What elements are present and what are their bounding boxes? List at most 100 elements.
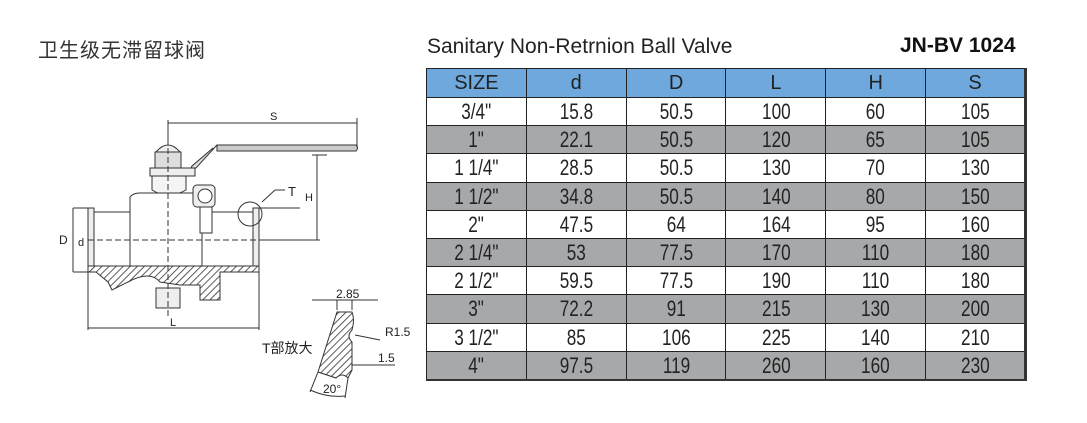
cell-value: 1" (468, 127, 485, 153)
table-cell: 160 (925, 209, 1026, 239)
dim-label-L: L (170, 317, 176, 329)
table-cell: 77.5 (625, 266, 727, 296)
table-cell: 260 (725, 350, 827, 381)
cell-value: 110 (862, 268, 890, 294)
table-cell: 230 (925, 350, 1026, 381)
table-cell: 15.8 (525, 96, 627, 127)
table-cell: 130 (825, 294, 927, 324)
table-cell: 91 (625, 294, 727, 324)
table-cell: 105 (925, 96, 1026, 127)
cell-value: 160 (861, 352, 891, 378)
cell-value: 105 (960, 99, 990, 125)
table-cell: 105 (925, 125, 1026, 155)
table-header-row: SIZE d D L H S (426, 68, 1026, 98)
cell-value: 1 1/2" (454, 183, 499, 209)
table-cell: 180 (925, 237, 1026, 268)
cell-value: 22.1 (559, 127, 593, 153)
cell-value: 130 (761, 155, 791, 181)
detail-depth: 1.5 (378, 351, 395, 365)
table-row: 3" 72.2 91 215 130 200 (426, 294, 1026, 324)
table-cell: 2 1/4" (426, 237, 527, 268)
table-row: 1" 22.1 50.5 120 65 105 (426, 125, 1026, 155)
table-cell: 130 (925, 153, 1026, 183)
cell-value: 28.5 (559, 155, 593, 181)
table-row: 2 1/4" 53 77.5 170 110 180 (426, 237, 1026, 268)
table-cell: 4" (426, 350, 527, 381)
table-row: 1 1/4" 28.5 50.5 130 70 130 (426, 153, 1026, 183)
column-header-s: S (925, 68, 1026, 98)
table-cell: 120 (725, 125, 827, 155)
table-cell: 3/4" (426, 96, 527, 127)
cell-value: 64 (666, 211, 686, 237)
table-cell: 50.5 (625, 96, 727, 127)
cell-value: 70 (866, 155, 886, 181)
column-header-h: H (825, 68, 927, 98)
cell-value: 77.5 (659, 268, 693, 294)
table-cell: 215 (725, 294, 827, 324)
cell-value: 50.5 (659, 155, 693, 181)
title-english: Sanitary Non-Retrnion Ball Valve (427, 35, 733, 58)
table-cell: 160 (825, 350, 927, 381)
cell-value: 53 (566, 240, 586, 266)
table-cell: 164 (725, 209, 827, 239)
cell-value: 50.5 (659, 99, 693, 125)
cell-value: 50.5 (659, 127, 693, 153)
cell-value: 110 (862, 240, 890, 266)
detail-width: 2.85 (336, 287, 360, 301)
table-cell: 77.5 (625, 237, 727, 268)
table-row: 2 1/2" 59.5 77.5 190 110 180 (426, 266, 1026, 296)
cell-value: 60 (866, 99, 886, 125)
table-cell: 3 1/2" (426, 322, 527, 352)
table-cell: 60 (825, 96, 927, 127)
dim-label-S: S (270, 111, 277, 123)
table-row: 3/4" 15.8 50.5 100 60 105 (426, 96, 1026, 127)
table-cell: 225 (725, 322, 827, 352)
table-cell: 72.2 (525, 294, 627, 324)
table-row: 4" 97.5 119 260 160 230 (426, 350, 1026, 381)
table-cell: 1" (426, 125, 527, 155)
detail-angle: 20° (323, 382, 341, 396)
column-header-d: D (625, 68, 727, 98)
cell-value: 3" (468, 296, 485, 322)
detail-caption: T部放大 (262, 340, 313, 356)
table-cell: 106 (625, 322, 727, 352)
cell-value: 106 (661, 324, 691, 350)
cell-value: 130 (861, 296, 891, 322)
cell-value: 150 (960, 183, 990, 209)
table-cell: 150 (925, 181, 1026, 211)
table-cell: 50.5 (625, 181, 727, 211)
cell-value: 130 (960, 155, 990, 181)
cell-value: 3/4" (461, 99, 492, 125)
cell-value: 34.8 (559, 183, 593, 209)
cell-value: 119 (662, 352, 690, 378)
spec-table: SIZE d D L H S 3/4" 15.8 50.5 100 60 105 1" 22.1 50.5… (426, 68, 1027, 381)
dim-label-T: T (288, 184, 296, 199)
title-chinese: 卫生级无滞留球阀 (38, 38, 206, 62)
cell-value: 80 (866, 183, 886, 209)
cell-value: 100 (761, 99, 791, 125)
cell-value: 2 1/2" (454, 268, 499, 294)
dim-label-H: H (305, 192, 313, 204)
table-cell: 100 (725, 96, 827, 127)
table-cell: 34.8 (525, 181, 627, 211)
table-cell: 140 (825, 322, 927, 352)
table-cell: 85 (525, 322, 627, 352)
cell-value: 210 (960, 324, 990, 350)
column-header-d: d (525, 68, 627, 98)
handle (216, 144, 358, 152)
cell-value: 225 (761, 324, 791, 350)
cell-value: 47.5 (559, 211, 593, 237)
cell-value: 105 (960, 127, 990, 153)
cell-value: 50.5 (659, 183, 693, 209)
table-cell: 1 1/4" (426, 153, 527, 183)
cell-value: 77.5 (659, 240, 693, 266)
table-cell: 210 (925, 322, 1026, 352)
column-header-size: SIZE (426, 68, 527, 98)
table-cell: 110 (825, 237, 927, 268)
model-number: JN-BV 1024 (900, 34, 1016, 57)
detail-radius: R1.5 (385, 325, 411, 339)
table-cell: 200 (925, 294, 1026, 324)
cell-value: 180 (960, 268, 990, 294)
cell-value: 1 1/4" (454, 155, 499, 181)
